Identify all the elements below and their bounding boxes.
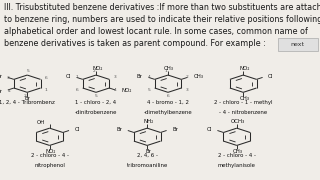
Text: tribromoaniline: tribromoaniline bbox=[127, 163, 168, 168]
Text: benzene derivatives is taken as parent compound. For example :: benzene derivatives is taken as parent c… bbox=[4, 39, 266, 48]
Text: 2, 4, 6 -: 2, 4, 6 - bbox=[137, 153, 158, 158]
Text: next: next bbox=[291, 42, 305, 47]
Text: III. Trisubstituted benzene derivatives :If more than two substituents are attac: III. Trisubstituted benzene derivatives … bbox=[4, 3, 320, 12]
Text: Br: Br bbox=[24, 96, 30, 101]
Text: NO₂: NO₂ bbox=[46, 149, 56, 154]
Text: 4: 4 bbox=[8, 89, 10, 93]
Text: Br: Br bbox=[172, 127, 178, 132]
Text: 2 - chloro - 4 -: 2 - chloro - 4 - bbox=[218, 153, 256, 158]
Text: nitrophenol: nitrophenol bbox=[34, 163, 65, 168]
Text: -dimethylbenzene: -dimethylbenzene bbox=[144, 110, 192, 115]
Text: Br: Br bbox=[137, 74, 143, 79]
Text: - 4 - nitrobenzene: - 4 - nitrobenzene bbox=[219, 110, 267, 115]
Text: CH₃: CH₃ bbox=[239, 96, 250, 101]
Text: 2 - chloro - 4 -: 2 - chloro - 4 - bbox=[31, 153, 68, 158]
Text: -dinitrobenzene: -dinitrobenzene bbox=[75, 110, 117, 115]
Text: 6: 6 bbox=[76, 88, 78, 92]
Text: 6: 6 bbox=[167, 94, 169, 98]
Text: 1: 1 bbox=[164, 69, 167, 73]
Text: 1: 1 bbox=[45, 88, 47, 92]
Text: 2 - chloro - 1 - methyl: 2 - chloro - 1 - methyl bbox=[214, 100, 272, 105]
Text: 5: 5 bbox=[95, 94, 97, 98]
Text: NO₂: NO₂ bbox=[239, 66, 250, 71]
Text: 3: 3 bbox=[114, 75, 116, 79]
Text: Br: Br bbox=[0, 89, 3, 94]
Text: 2: 2 bbox=[24, 94, 27, 98]
Text: 5: 5 bbox=[27, 69, 29, 73]
Text: Br: Br bbox=[0, 74, 2, 79]
Text: 4 - bromo - 1, 2: 4 - bromo - 1, 2 bbox=[147, 100, 189, 105]
Text: 2: 2 bbox=[186, 75, 188, 79]
Text: Cl: Cl bbox=[66, 74, 71, 79]
Text: 1, 2, 4 - Tribrombenz: 1, 2, 4 - Tribrombenz bbox=[0, 100, 55, 105]
Text: 4: 4 bbox=[114, 88, 116, 92]
Text: alphabetical order and lowest locant rule. In some cases, common name of: alphabetical order and lowest locant rul… bbox=[4, 27, 308, 36]
Text: 1 - chloro - 2, 4: 1 - chloro - 2, 4 bbox=[76, 100, 116, 105]
Text: CH₃: CH₃ bbox=[194, 74, 204, 79]
Text: NO₂: NO₂ bbox=[122, 88, 132, 93]
Text: Cl: Cl bbox=[268, 74, 273, 79]
Text: Cl: Cl bbox=[75, 127, 80, 132]
Text: 6: 6 bbox=[45, 76, 48, 80]
Text: methylanisole: methylanisole bbox=[218, 163, 256, 168]
Text: OH: OH bbox=[37, 120, 45, 125]
Text: 4: 4 bbox=[148, 75, 150, 79]
Text: to benzene ring, numbers are used to indicate their relative positions following: to benzene ring, numbers are used to ind… bbox=[4, 15, 320, 24]
Text: Br: Br bbox=[116, 127, 122, 132]
Text: 1: 1 bbox=[76, 75, 78, 79]
Text: Br: Br bbox=[146, 149, 151, 154]
Text: OCH₃: OCH₃ bbox=[231, 119, 245, 124]
Text: CH₃: CH₃ bbox=[164, 66, 174, 71]
Text: NO₂: NO₂ bbox=[92, 66, 103, 71]
Text: NH₂: NH₂ bbox=[143, 119, 154, 124]
Text: Cl: Cl bbox=[206, 127, 212, 132]
Text: 3: 3 bbox=[186, 88, 188, 92]
Text: 5: 5 bbox=[148, 88, 151, 92]
Text: 3: 3 bbox=[7, 76, 10, 80]
Text: CH₃: CH₃ bbox=[233, 149, 243, 154]
Text: 2: 2 bbox=[93, 69, 95, 73]
FancyBboxPatch shape bbox=[278, 38, 318, 51]
